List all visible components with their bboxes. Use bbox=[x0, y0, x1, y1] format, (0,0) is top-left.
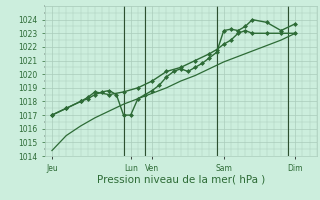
X-axis label: Pression niveau de la mer( hPa ): Pression niveau de la mer( hPa ) bbox=[97, 174, 265, 184]
